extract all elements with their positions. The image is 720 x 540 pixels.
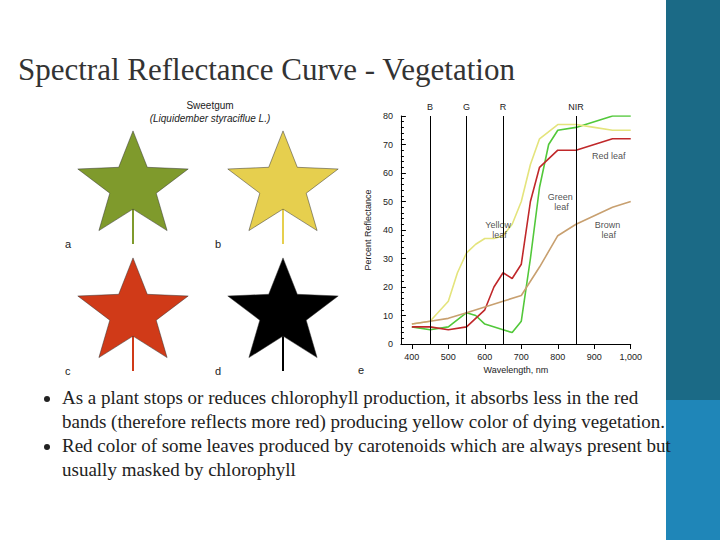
svg-text:Sweetgum: Sweetgum [186, 100, 233, 111]
svg-text:(Liquidember styraciflue L.): (Liquidember styraciflue L.) [150, 113, 271, 124]
svg-text:b: b [215, 238, 221, 250]
svg-text:e: e [358, 364, 364, 376]
svg-text:10: 10 [383, 311, 393, 321]
svg-text:50: 50 [383, 197, 393, 207]
html-text:As a plant stops or reduces ch: As a plant stops or reduces chlorophyll … [62, 387, 665, 432]
svg-text:30: 30 [383, 254, 393, 264]
svg-text:1,000: 1,000 [619, 352, 642, 362]
svg-text:Brown: Brown [595, 220, 623, 230]
svg-text:70: 70 [383, 140, 393, 150]
svg-text:80: 80 [383, 111, 393, 121]
svg-text:400: 400 [404, 352, 419, 362]
svg-text:leaf: leaf [602, 230, 617, 240]
svg-text:20: 20 [383, 282, 393, 292]
svg-text:d: d [215, 365, 221, 377]
svg-text:leaf: leaf [492, 230, 507, 240]
svg-text:NIR: NIR [568, 102, 584, 112]
svg-text:G: G [463, 102, 470, 112]
svg-text:Percent Reflectance: Percent Reflectance [363, 189, 373, 270]
svg-text:leaf: leaf [554, 202, 569, 212]
html-text:Red color of some leaves produ: Red color of some leaves produced by car… [62, 435, 671, 480]
svg-text:800: 800 [550, 352, 565, 362]
svg-text:Green: Green [548, 192, 576, 202]
svg-text:B: B [427, 102, 433, 112]
svg-text:600: 600 [477, 352, 492, 362]
svg-text:60: 60 [383, 168, 393, 178]
svg-text:700: 700 [514, 352, 529, 362]
svg-text:R: R [500, 102, 507, 112]
svg-text:Wavelength, nm: Wavelength, nm [483, 365, 548, 375]
svg-text:Red leaf: Red leaf [592, 151, 626, 161]
svg-text:0: 0 [388, 339, 393, 349]
svg-text:500: 500 [441, 352, 456, 362]
html-text:Spectral Reflectance Curve - V: Spectral Reflectance Curve - Vegetation [18, 52, 515, 87]
svg-text:c: c [65, 365, 71, 377]
svg-text:a: a [65, 238, 72, 250]
svg-text:40: 40 [383, 225, 393, 235]
svg-text:900: 900 [587, 352, 602, 362]
svg-text:Yellow: Yellow [485, 220, 513, 230]
